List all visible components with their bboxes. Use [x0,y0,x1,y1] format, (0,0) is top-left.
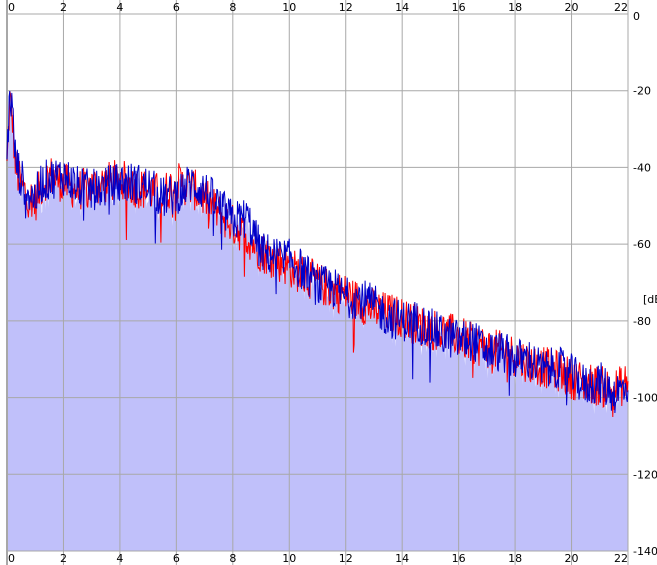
x-tick-label-bottom: 2 [60,552,67,565]
y-tick-label: -140 [633,545,657,558]
y-tick-label: -80 [633,315,651,328]
x-tick-label-top: 8 [229,1,236,14]
y-tick-label: -20 [633,85,651,98]
x-tick-label-top: 10 [282,1,296,14]
x-tick-label-bottom: 22 [614,552,628,565]
x-tick-label-bottom: 20 [565,552,579,565]
y-axis-labels: 0 -20 -40 -60 -80 -100 -120 -140 [633,10,657,558]
spectrum-area-fill [7,102,628,551]
y-tick-label: -100 [633,392,657,405]
x-tick-label-top: 16 [452,1,466,14]
y-axis-unit-label: [dB] [643,293,657,306]
x-tick-label-top: 20 [565,1,579,14]
x-tick-label-bottom: 14 [395,552,409,565]
x-tick-label-top: 22 [614,1,628,14]
x-axis-labels-top: 0 2 4 6 8 10 12 14 16 18 20 22 [8,1,628,14]
x-tick-label-top: 0 [8,1,15,14]
x-tick-label-top: 18 [508,1,522,14]
x-tick-label-top: 4 [116,1,123,14]
series-line-red [6,91,629,418]
x-axis-labels-bottom: 0 2 4 6 8 10 12 14 16 18 20 22 [8,552,628,565]
x-tick-label-top: 6 [173,1,180,14]
x-tick-label-bottom: 6 [173,552,180,565]
x-tick-label-bottom: 12 [339,552,353,565]
x-tick-label-bottom: 18 [508,552,522,565]
y-tick-label: -60 [633,238,651,251]
y-tick-label: 0 [633,10,640,23]
y-tick-label: -40 [633,161,651,174]
x-tick-label-top: 14 [395,1,409,14]
x-tick-label-bottom: 10 [282,552,296,565]
grid-layer [6,0,629,565]
x-tick-label-bottom: 16 [452,552,466,565]
series-layer [6,90,629,418]
x-tick-label-top: 2 [60,1,67,14]
x-tick-label-bottom: 8 [229,552,236,565]
y-tick-label: -120 [633,468,657,481]
x-tick-label-top: 12 [339,1,353,14]
x-tick-label-bottom: 0 [8,552,15,565]
spectrum-fill-layer [7,102,628,551]
series-line-blue [6,90,629,414]
x-tick-label-bottom: 4 [116,552,123,565]
